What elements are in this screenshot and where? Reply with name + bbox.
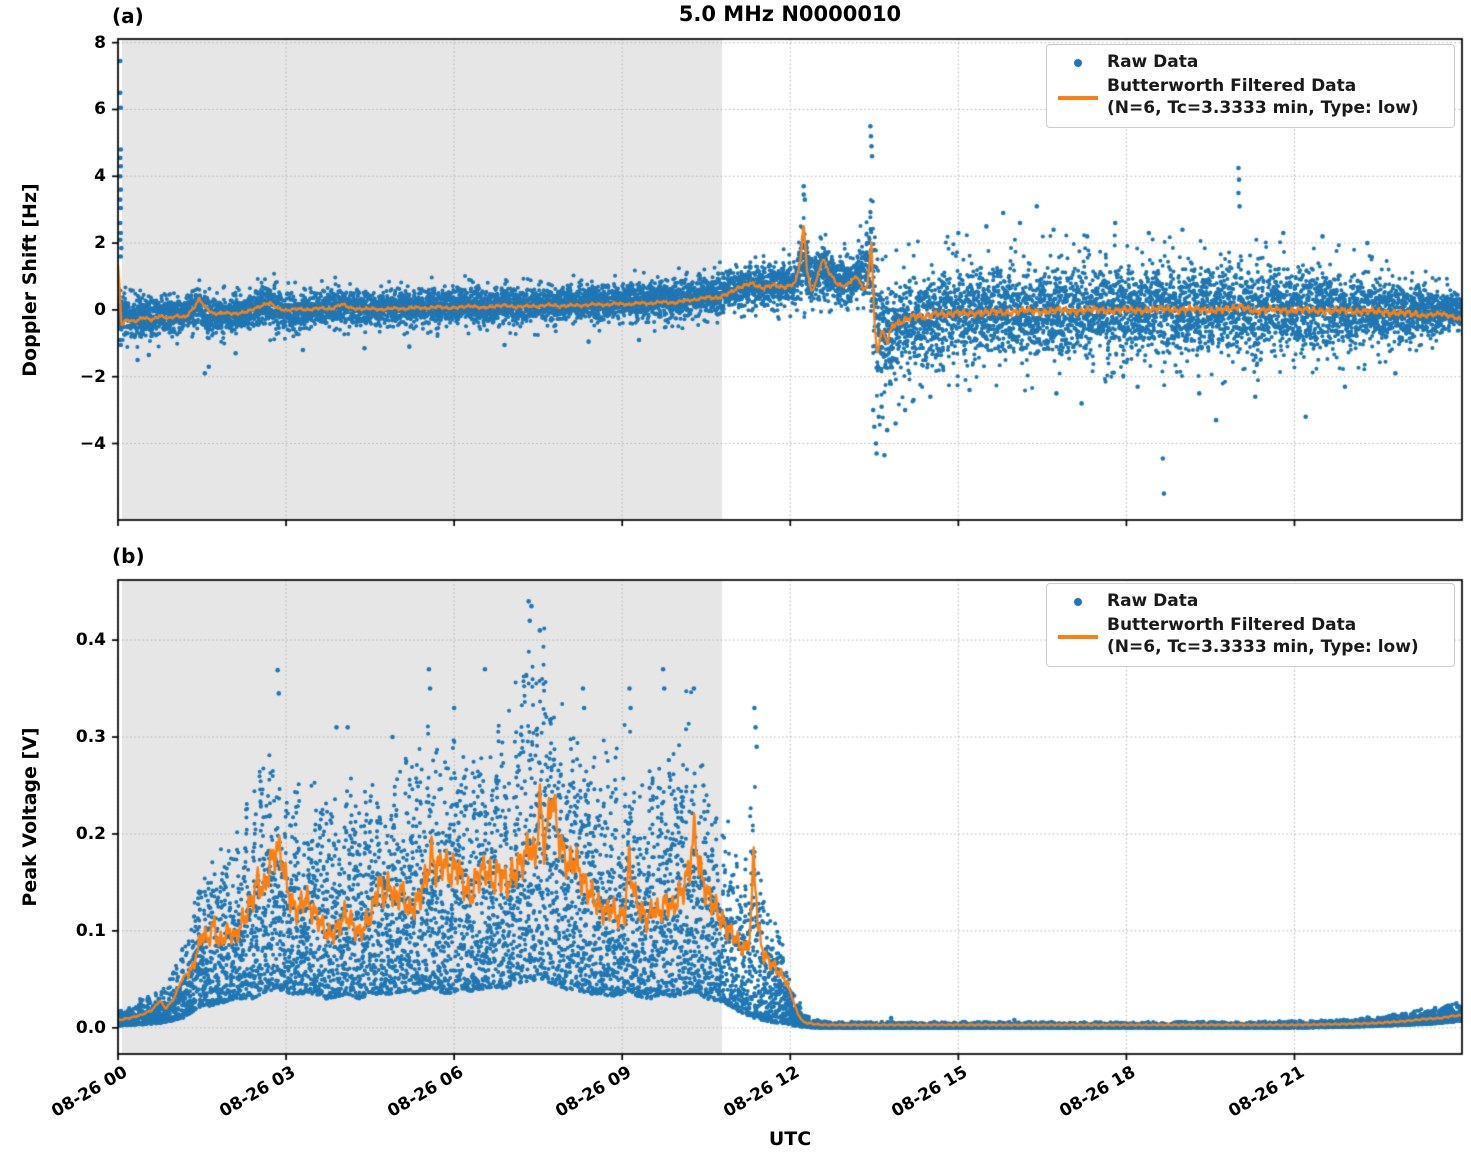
- y-tick-label: 6: [94, 99, 106, 120]
- legend-panel-a: Raw Data Butterworth Filtered Data (N=6,…: [1046, 44, 1455, 128]
- legend-filtered-line2: (N=6, Tc=3.3333 min, Type: low): [1107, 97, 1419, 118]
- y-tick-label: 0.2: [75, 823, 106, 844]
- legend-filtered-line1: Butterworth Filtered Data: [1107, 615, 1357, 636]
- panel-a-label: (a): [112, 4, 144, 28]
- y-tick-label: −2: [79, 366, 106, 387]
- y-tick-label: 2: [94, 233, 106, 254]
- raw-dot-icon: [1074, 58, 1082, 67]
- y-tick-label: 0.4: [75, 630, 106, 651]
- y-tick-label: 0.3: [75, 727, 106, 748]
- chart-title: 5.0 MHz N0000010: [678, 2, 902, 26]
- legend-raw-label: Raw Data: [1107, 591, 1199, 611]
- raw-dot-icon: [1074, 597, 1082, 606]
- x-axis-label: UTC: [768, 1128, 812, 1150]
- legend-filtered-label: Butterworth Filtered Data (N=6, Tc=3.333…: [1107, 615, 1446, 658]
- y-tick-label: 0.1: [75, 920, 106, 941]
- legend-panel-b: Raw Data Butterworth Filtered Data (N=6,…: [1046, 583, 1455, 667]
- panel-b-label: (b): [112, 544, 145, 568]
- raw-data-marker-icon: [1049, 58, 1107, 67]
- y-axis-label-voltage: Peak Voltage [V]: [19, 727, 41, 907]
- filtered-line-icon: [1058, 634, 1098, 639]
- filtered-line-marker-icon: [1049, 634, 1107, 639]
- y-tick-label: 8: [94, 32, 106, 53]
- legend-filtered-line1: Butterworth Filtered Data: [1107, 76, 1357, 97]
- raw-data-marker-icon: [1049, 597, 1107, 606]
- y-tick-label: 0.0: [75, 1017, 106, 1038]
- y-tick-label: 0: [94, 299, 106, 320]
- legend-filtered-line2: (N=6, Tc=3.3333 min, Type: low): [1107, 636, 1419, 657]
- filtered-line-marker-icon: [1049, 95, 1107, 100]
- y-tick-label: 4: [94, 166, 106, 187]
- legend-filtered-label: Butterworth Filtered Data (N=6, Tc=3.333…: [1107, 76, 1446, 119]
- filtered-line-icon: [1058, 95, 1098, 100]
- y-axis-label-doppler: Doppler Shift [Hz]: [19, 183, 41, 377]
- y-tick-label: −4: [79, 433, 106, 454]
- legend-raw-label: Raw Data: [1107, 52, 1199, 72]
